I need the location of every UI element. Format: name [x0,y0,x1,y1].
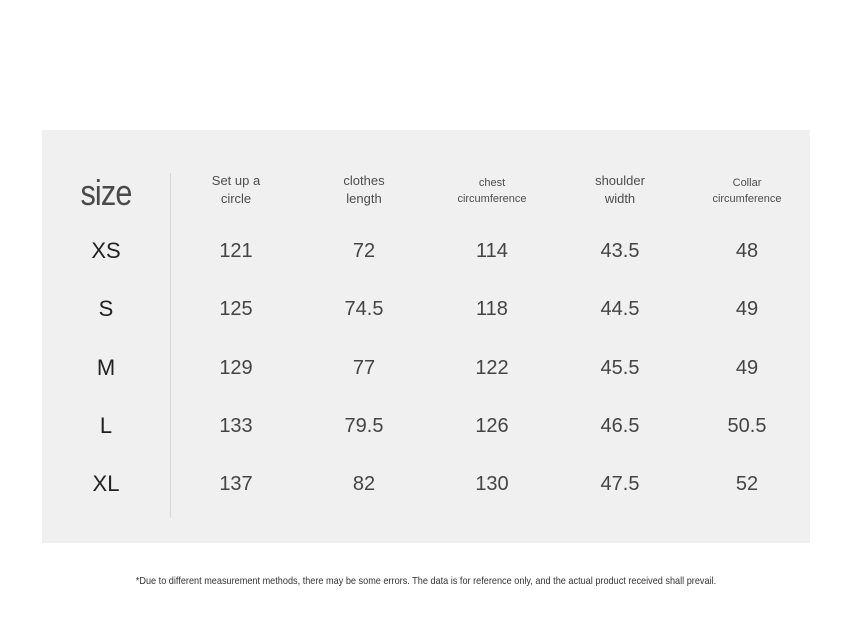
table-cell: 77 [352,357,376,379]
size-title: size [80,172,132,213]
table-cell: 122 [475,357,509,379]
size-label-l: L [99,413,113,438]
table-cell: 46.5 [600,415,640,437]
table-cell: 72 [352,240,376,262]
disclaimer-note: *Due to different measurement methods, t… [135,575,717,587]
table-cell: 49 [735,357,759,379]
table-cell: 43.5 [600,240,640,262]
table-cell: 44.5 [600,298,640,320]
header-clothes-length: clothes length [343,173,385,206]
table-cell: 129 [219,357,253,379]
table-cell: 49 [735,298,759,320]
table-cell: 114 [476,240,508,262]
table-cell: 82 [352,473,376,495]
table-cell: 74.5 [344,298,384,320]
table-cell: 45.5 [600,357,640,379]
header-set-up-a-circle: Set up a circle [211,173,261,206]
table-cell: 50.5 [727,415,767,437]
table-cell: 126 [475,415,509,437]
size-label-m: M [96,355,116,380]
table-cell: 137 [219,473,253,495]
table-cell: 125 [219,298,253,320]
table-cell: 47.5 [600,473,640,495]
table-cell: 52 [735,473,759,495]
table-cell: 79.5 [344,415,384,437]
table-cell: 133 [219,415,253,437]
column-divider [170,173,171,518]
size-label-s: S [98,296,114,321]
table-cell: 48 [735,240,759,262]
header-shoulder-width: shoulder width [595,173,645,206]
table-cell: 118 [476,298,508,320]
header-chest-circumference: chest circumference [457,177,527,205]
size-label-xs: XS [91,238,121,263]
size-label-xl: XL [92,471,120,496]
header-collar-circumference: Collar circumference [712,177,782,205]
table-cell: 130 [475,473,509,495]
table-cell: 121 [219,240,253,262]
